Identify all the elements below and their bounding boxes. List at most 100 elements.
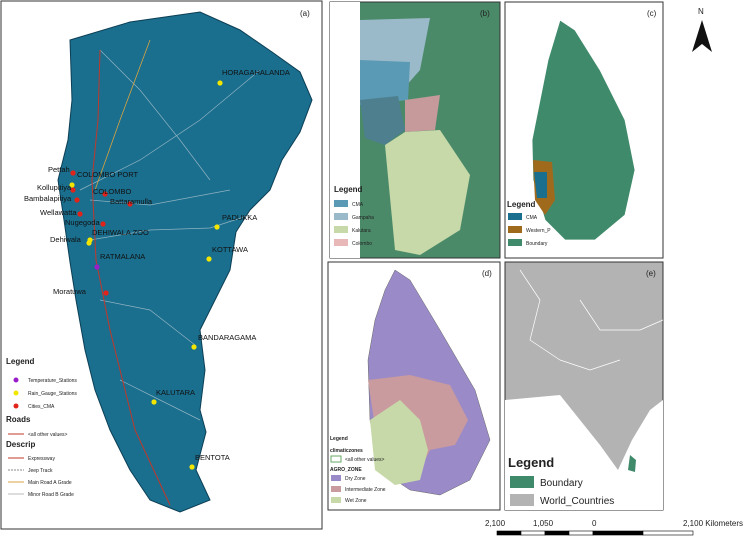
sri-lanka xyxy=(628,455,636,472)
place-label: Kollupitiya xyxy=(37,183,72,192)
legend-item: Western_P xyxy=(526,228,551,234)
legend-swatch xyxy=(510,494,534,506)
kalutara xyxy=(385,130,470,255)
panel-label: (b) xyxy=(480,9,490,18)
station-dot xyxy=(74,197,80,203)
station-dot xyxy=(102,191,108,197)
legend-item: Intermediate Zone xyxy=(345,487,386,493)
legend-swatch xyxy=(508,226,522,233)
legend-title: Roads xyxy=(6,415,31,424)
station-dot xyxy=(206,256,212,262)
legend-swatch xyxy=(334,200,348,207)
legend-item: Boundary xyxy=(540,478,583,489)
legend-item: Jeep Track xyxy=(28,468,53,474)
north-label: N xyxy=(698,7,704,16)
panel-label: (c) xyxy=(647,9,657,18)
legend-title: Legend xyxy=(6,357,35,366)
legend-item: <all other values> xyxy=(28,432,68,438)
cma-region xyxy=(57,11,313,513)
station-dot xyxy=(103,290,109,296)
place-label: BANDARAGAMA xyxy=(198,333,256,342)
place-label: Nugegoda xyxy=(65,218,100,227)
legend-swatch xyxy=(13,390,19,396)
legend-item: Temperature_Stations xyxy=(28,378,77,384)
panel-label: (e) xyxy=(646,269,656,278)
station-dot xyxy=(151,399,157,405)
legend-swatch xyxy=(330,455,342,463)
station-dot xyxy=(127,201,133,207)
legend-item: World_Countries xyxy=(540,496,614,507)
legend-item: Rain_Gauge_Stations xyxy=(28,391,77,397)
legend-title: Legend xyxy=(508,455,554,470)
place-label: PADUKKA xyxy=(222,213,257,222)
country-borders xyxy=(519,269,664,371)
legend-swatch xyxy=(334,213,348,220)
legend-swatch xyxy=(334,226,348,233)
place-label: KALUTARA xyxy=(156,388,195,397)
station-dot xyxy=(189,464,195,470)
legend-item: Minor Road B Grade xyxy=(28,492,74,498)
place-label: Pettah xyxy=(48,165,70,174)
legend-swatch xyxy=(508,213,522,220)
legend-layer: climaticzones xyxy=(330,448,363,454)
place-label: Wellawatta xyxy=(40,208,77,217)
legend-title: Legend xyxy=(330,436,348,442)
place-label: HORAGAHALANDA xyxy=(222,68,290,77)
panel-label: (d) xyxy=(482,269,492,278)
colombo xyxy=(360,96,405,145)
station-dot xyxy=(70,187,76,193)
legend-item: CMA xyxy=(526,215,538,221)
legend-item: Dry Zone xyxy=(345,476,366,482)
legend-item: Expressway xyxy=(28,456,55,462)
place-label: COLOMBO xyxy=(93,187,132,196)
station-dot xyxy=(94,264,100,270)
station-dot xyxy=(70,170,76,176)
cma xyxy=(534,172,547,198)
legend-item: Wet Zone xyxy=(345,498,367,504)
legend-item: Colombo xyxy=(352,241,372,247)
station-dot xyxy=(100,221,106,227)
place-label: BENTOTA xyxy=(195,453,230,462)
station-dot xyxy=(217,80,223,86)
legend-swatch xyxy=(13,403,19,409)
legend-item: <all other values> xyxy=(345,457,385,463)
place-label: KOTTAWA xyxy=(212,245,248,254)
station-dot xyxy=(86,240,92,246)
legend-swatch xyxy=(508,239,522,246)
roads xyxy=(79,49,261,421)
north-arrow xyxy=(692,20,712,52)
place-label: Battaramulla xyxy=(110,197,153,206)
legend-title: Descrip xyxy=(6,440,35,449)
scale-label: 0 xyxy=(592,519,597,528)
scale-label: 1,050 xyxy=(533,519,554,528)
legend-item: Kalutara xyxy=(352,228,371,234)
legend-item: Gampaha xyxy=(352,215,374,221)
legend-swatch xyxy=(510,476,534,488)
scale-label: 2,100 Kilometers xyxy=(683,519,743,528)
legend-item: Boundary xyxy=(526,241,548,247)
wet-zone xyxy=(370,400,428,485)
place-label: Bambalapitiya xyxy=(24,194,72,203)
legend-title: Legend xyxy=(507,200,536,209)
cma xyxy=(360,60,410,105)
legend-item: Cities_CMA xyxy=(28,404,55,410)
place-label: RATMALANA xyxy=(100,252,145,261)
legend-item: Main Road A Grade xyxy=(28,480,72,486)
panel-label: (a) xyxy=(300,9,310,18)
legend-swatch xyxy=(331,475,341,481)
place-label: DEHIWALA ZOO xyxy=(92,228,149,237)
station-dot xyxy=(214,224,220,230)
legend-swatch xyxy=(331,497,341,503)
station-dot xyxy=(191,344,197,350)
legend-swatch xyxy=(13,377,19,383)
legend-field: AGRO_ZONE xyxy=(330,467,362,473)
legend-title: Legend xyxy=(334,185,363,194)
legend-swatch xyxy=(331,486,341,492)
ocean xyxy=(505,395,663,510)
scale-label: 2,100 xyxy=(485,519,506,528)
legend-swatch xyxy=(334,239,348,246)
main-road xyxy=(94,39,151,191)
expressway xyxy=(91,49,171,506)
station-dot xyxy=(77,211,83,217)
